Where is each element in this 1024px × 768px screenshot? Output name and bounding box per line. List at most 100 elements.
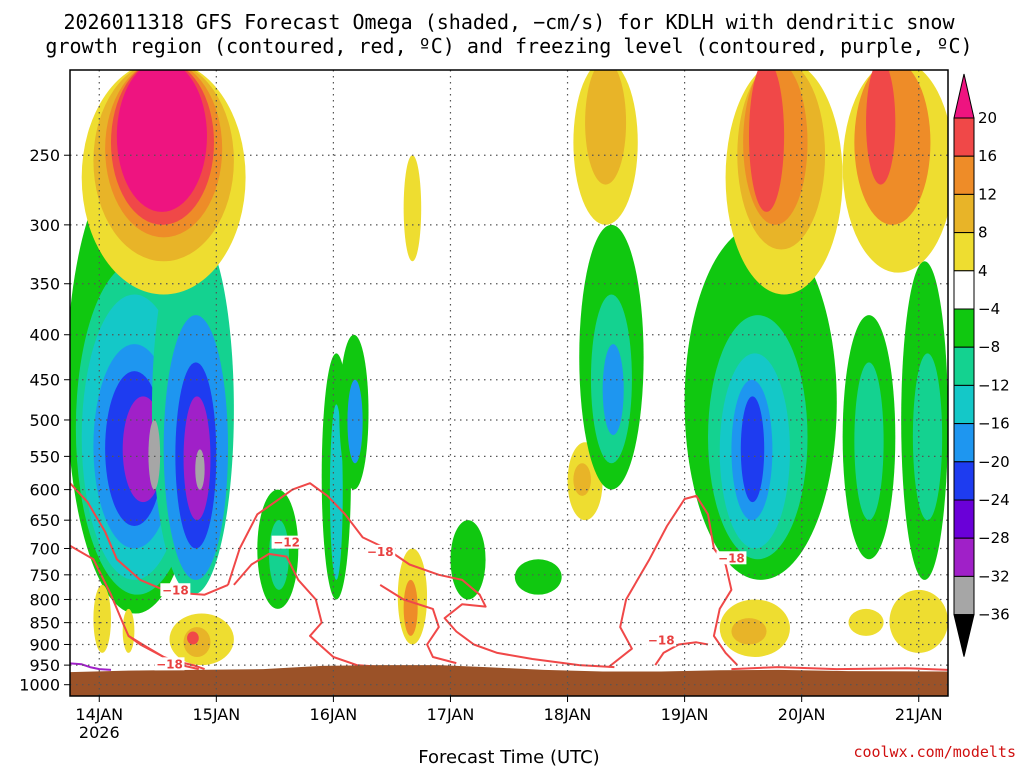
omega-blob — [403, 155, 422, 262]
chart-title-line1: 2026011318 GFS Forecast Omega (shaded, −… — [63, 10, 955, 34]
omega-blob — [848, 608, 884, 636]
omega-blob — [585, 70, 627, 185]
colorbar-label: −28 — [978, 529, 1010, 547]
contour-labels: −12 −18 −18 −18 −18 −18 — [154, 535, 747, 671]
y-tick-label: 450 — [29, 371, 60, 390]
y-tick-label: 950 — [29, 656, 60, 675]
colorbar-label: −4 — [978, 300, 1000, 318]
contour-label: −18 — [367, 545, 394, 559]
colorbar-label: −12 — [978, 376, 1010, 394]
contour-line — [227, 482, 615, 669]
colorbar-label: −8 — [978, 338, 1000, 356]
contour-label-bg — [365, 544, 396, 558]
y-tick-label: 650 — [29, 511, 60, 530]
contour-label-bg — [154, 657, 185, 671]
omega-blob — [450, 520, 486, 600]
dendritic-contours — [70, 482, 948, 671]
colorbar-label: 16 — [978, 147, 997, 165]
colorbar-swatch — [953, 117, 975, 157]
omega-blob — [93, 584, 111, 653]
y-tick-label: 700 — [29, 539, 60, 558]
omega-blob — [866, 70, 896, 185]
colorbar-swatch — [953, 499, 975, 539]
colorbar-label: 20 — [978, 109, 997, 127]
contour-line — [654, 641, 709, 666]
omega-blob — [116, 70, 207, 212]
x-tick-label: 19JAN — [661, 705, 709, 724]
colorbar-max-triangle — [953, 73, 975, 119]
omega-blob — [148, 419, 161, 490]
contour-label: −12 — [273, 536, 300, 550]
x-tick-label: 20JAN — [778, 705, 826, 724]
y-tick-label: 250 — [29, 146, 60, 165]
contour-label-bg — [271, 535, 302, 549]
colorbar: 20 16 12 8 4 −4 −8 −12 −16 −20 −24 −28 −32 −36 — [953, 73, 1010, 657]
colorbar-swatch — [953, 308, 975, 348]
omega-blob — [573, 463, 591, 496]
x-axis-title: Forecast Time (UTC) — [418, 747, 599, 768]
contour-label: −18 — [156, 657, 183, 671]
colorbar-min-triangle — [953, 614, 975, 657]
omega-blob — [889, 589, 948, 653]
omega-blob — [740, 396, 765, 503]
omega-blob — [122, 608, 135, 653]
plot-area — [70, 70, 948, 696]
y-axis: 250 300 350 400 450 500 550 600 650 700 750 800 850 9… — [19, 146, 70, 695]
contour-line — [70, 482, 229, 596]
colorbar-swatch — [953, 423, 975, 463]
gridlines — [70, 70, 948, 696]
omega-blob — [854, 362, 884, 521]
y-tick-label: 750 — [29, 566, 60, 585]
omega-shading — [70, 70, 948, 666]
x-tick-label: 15JAN — [192, 705, 240, 724]
colorbar-label: 8 — [978, 224, 988, 242]
y-tick-label: 600 — [29, 481, 60, 500]
omega-blob — [912, 353, 943, 521]
y-tick-label: 1000 — [19, 676, 60, 695]
omega-blob — [731, 618, 767, 645]
plot-frame — [69, 69, 949, 697]
colorbar-swatch — [953, 155, 975, 195]
contour-line — [607, 494, 727, 668]
omega-blob — [347, 379, 363, 464]
omega-blob — [514, 559, 562, 595]
colorbar-label: −16 — [978, 415, 1010, 433]
colorbar-label: 12 — [978, 185, 997, 203]
contour-label-bg — [716, 551, 747, 565]
x-tick-label: 21JAN — [895, 705, 943, 724]
chart-title-line2: growth region (contoured, red, ºC) and f… — [45, 34, 972, 58]
colorbar-label: −24 — [978, 491, 1010, 509]
y-tick-label: 550 — [29, 447, 60, 466]
x-tick-label: 17JAN — [427, 705, 475, 724]
colorbar-swatch — [953, 232, 975, 272]
contour-line — [379, 584, 457, 665]
colorbar-swatch — [953, 575, 975, 616]
contour-line — [233, 552, 387, 669]
y-tick-label: 350 — [29, 275, 60, 294]
y-tick-label: 300 — [29, 216, 60, 235]
contour-label: −18 — [648, 633, 675, 647]
y-tick-label: 800 — [29, 590, 60, 609]
omega-blob — [748, 70, 785, 212]
colorbar-swatch — [953, 193, 975, 234]
colorbar-swatch — [953, 537, 975, 577]
omega-blob — [195, 449, 205, 490]
y-tick-label: 500 — [29, 411, 60, 430]
y-tick-label: 400 — [29, 326, 60, 345]
contour-line — [731, 666, 948, 671]
colorbar-label: 4 — [978, 262, 988, 280]
colorbar-label: −32 — [978, 567, 1010, 585]
colorbar-label: −20 — [978, 453, 1010, 471]
y-tick-label: 850 — [29, 614, 60, 633]
contour-label-bg — [160, 583, 191, 597]
omega-blob — [187, 631, 199, 645]
contour-line — [127, 635, 200, 671]
contour-label: −18 — [718, 551, 745, 565]
colorbar-label: −36 — [978, 606, 1010, 624]
freezing-level-line — [70, 662, 112, 671]
x-tick-sublabel: 2026 — [79, 723, 120, 742]
omega-blob — [403, 579, 418, 636]
contour-label: −18 — [162, 583, 189, 597]
